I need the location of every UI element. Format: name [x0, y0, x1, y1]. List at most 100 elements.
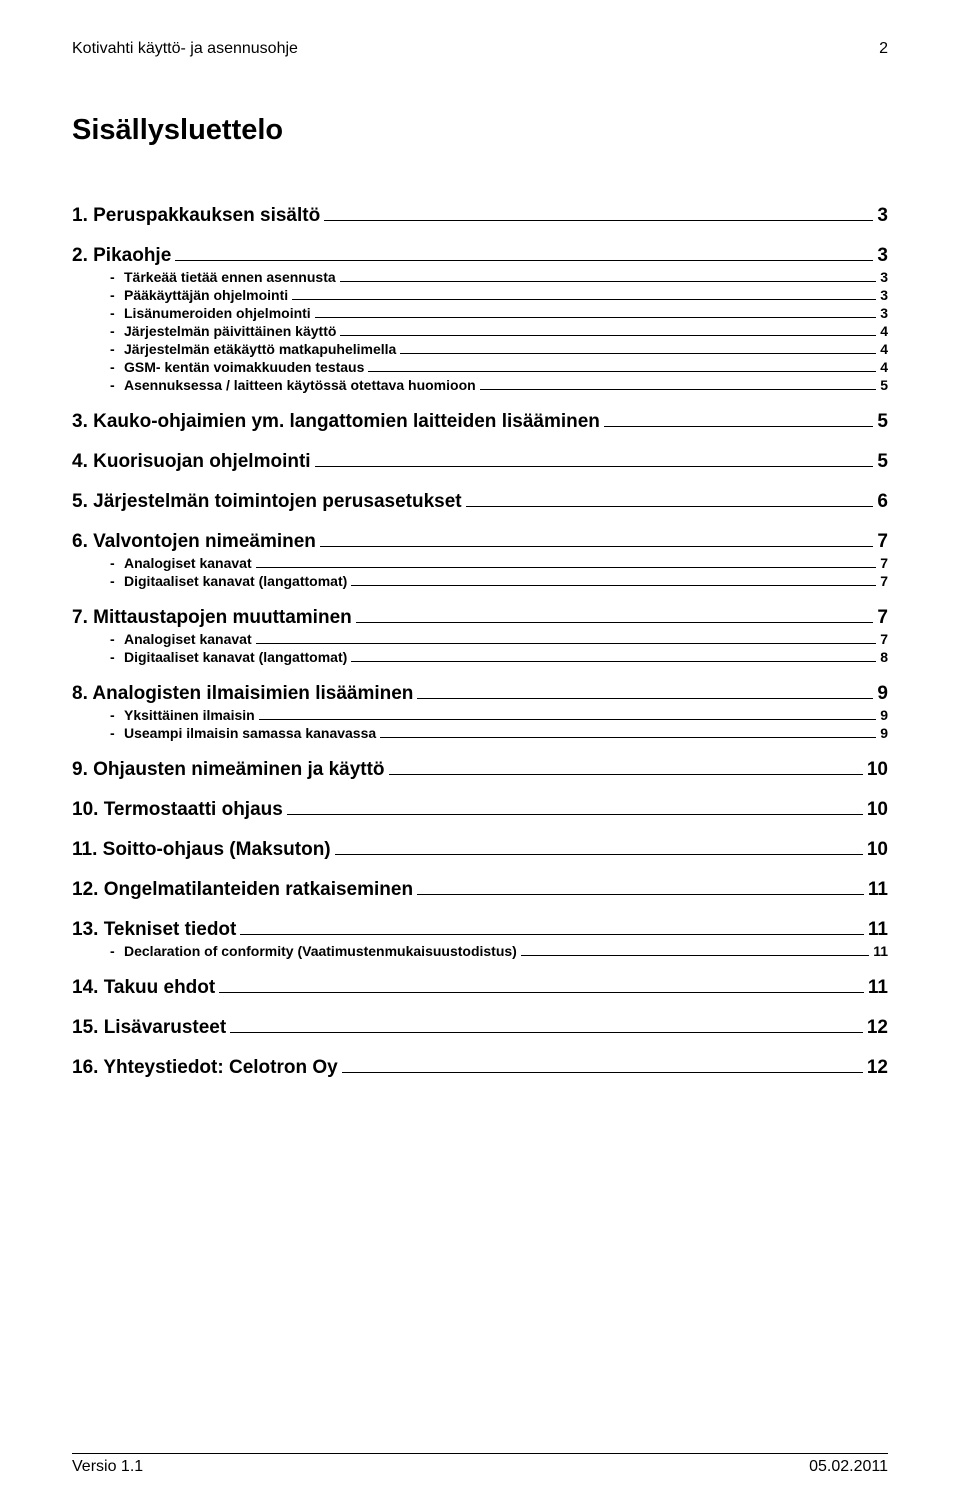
- toc-page-number: 10: [867, 799, 888, 821]
- toc-entry-level2: -Pääkäyttäjän ohjelmointi3: [72, 287, 888, 303]
- toc-entry-level1: 6. Valvontojen nimeäminen7: [72, 531, 888, 553]
- toc-page-number: 12: [867, 1017, 888, 1039]
- toc-label: GSM- kentän voimakkuuden testaus: [124, 359, 364, 375]
- page-header: Kotivahti käyttö- ja asennusohje 2: [72, 40, 888, 58]
- toc-leader: [335, 854, 863, 855]
- page-title: Sisällysluettelo: [72, 114, 888, 147]
- toc-entry-level1: 14. Takuu ehdot 11: [72, 977, 888, 999]
- toc-page-number: 3: [877, 205, 888, 227]
- toc-label: Järjestelmän päivittäinen käyttö: [124, 323, 336, 339]
- toc-bullet: -: [110, 359, 124, 375]
- toc-page-number: 5: [877, 451, 888, 473]
- page-footer: Versio 1.1 05.02.2011: [72, 1453, 888, 1476]
- toc-leader: [356, 622, 874, 623]
- toc-entry-level1: 7. Mittaustapojen muuttaminen7: [72, 607, 888, 629]
- toc-entry-level1: 11. Soitto-ohjaus (Maksuton) 10: [72, 839, 888, 861]
- toc-label: Analogiset kanavat: [124, 631, 252, 647]
- toc-entry-level2: -Digitaaliset kanavat (langattomat)8: [72, 649, 888, 665]
- toc-page-number: 3: [880, 305, 888, 321]
- toc-leader: [230, 1032, 863, 1033]
- toc-label: 12. Ongelmatilanteiden ratkaiseminen: [72, 879, 413, 901]
- toc-bullet: -: [110, 649, 124, 665]
- toc-entry-level2: -Järjestelmän päivittäinen käyttö 4: [72, 323, 888, 339]
- toc-page-number: 6: [877, 491, 888, 513]
- toc-entry-level1: 4. Kuorisuojan ohjelmointi 5: [72, 451, 888, 473]
- toc-leader: [351, 585, 876, 586]
- toc-label: Declaration of conformity (Vaatimustenmu…: [124, 943, 517, 959]
- toc-leader: [259, 719, 876, 720]
- toc-leader: [240, 934, 864, 935]
- toc-label: Analogiset kanavat: [124, 555, 252, 571]
- toc-page-number: 9: [880, 707, 888, 723]
- toc-leader: [320, 546, 874, 547]
- toc-entry-level1: 2. Pikaohje3: [72, 245, 888, 267]
- toc-entry-level1: 5. Järjestelmän toimintojen perusasetuks…: [72, 491, 888, 513]
- toc-label: Digitaaliset kanavat (langattomat): [124, 573, 347, 589]
- toc-page-number: 11: [868, 977, 888, 999]
- toc-entry-level1: 9. Ohjausten nimeäminen ja käyttö10: [72, 759, 888, 781]
- toc-entry-level2: -Yksittäinen ilmaisin 9: [72, 707, 888, 723]
- toc-bullet: -: [110, 725, 124, 741]
- toc-label: 10. Termostaatti ohjaus: [72, 799, 283, 821]
- toc-page-number: 5: [880, 377, 888, 393]
- toc-entry-level2: -Asennuksessa / laitteen käytössä otetta…: [72, 377, 888, 393]
- toc-leader: [389, 774, 863, 775]
- toc-label: 4. Kuorisuojan ohjelmointi: [72, 451, 311, 473]
- toc-label: Lisänumeroiden ohjelmointi: [124, 305, 311, 321]
- toc-leader: [417, 698, 873, 699]
- toc-leader: [340, 335, 876, 336]
- toc-label: 11. Soitto-ohjaus (Maksuton): [72, 839, 331, 861]
- toc-leader: [400, 353, 876, 354]
- toc-page-number: 12: [867, 1057, 888, 1079]
- toc-entry-level2: -Analogiset kanavat7: [72, 631, 888, 647]
- toc-label: Yksittäinen ilmaisin: [124, 707, 255, 723]
- toc-bullet: -: [110, 707, 124, 723]
- toc-bullet: -: [110, 323, 124, 339]
- toc-label: 15. Lisävarusteet: [72, 1017, 226, 1039]
- toc-entry-level2: -Declaration of conformity (Vaatimustenm…: [72, 943, 888, 959]
- toc-page-number: 4: [880, 341, 888, 357]
- toc-leader: [324, 220, 873, 221]
- toc-leader: [380, 737, 876, 738]
- toc-leader: [417, 894, 864, 895]
- toc-bullet: -: [110, 269, 124, 285]
- toc-entry-level2: -Tärkeää tietää ennen asennusta3: [72, 269, 888, 285]
- toc-label: 14. Takuu ehdot: [72, 977, 215, 999]
- toc-label: 13. Tekniset tiedot: [72, 919, 236, 941]
- toc-leader: [466, 506, 874, 507]
- toc-entry-level1: 16. Yhteystiedot: Celotron Oy 12: [72, 1057, 888, 1079]
- toc-bullet: -: [110, 555, 124, 571]
- page: Kotivahti käyttö- ja asennusohje 2 Sisäl…: [0, 0, 960, 1512]
- toc-page-number: 3: [880, 287, 888, 303]
- toc-leader: [521, 955, 869, 956]
- toc-leader: [342, 1072, 863, 1073]
- toc-entry-level1: 1. Peruspakkauksen sisältö 3: [72, 205, 888, 227]
- toc-entry-level1: 12. Ongelmatilanteiden ratkaiseminen 11: [72, 879, 888, 901]
- toc-page-number: 10: [867, 839, 888, 861]
- toc-page-number: 11: [868, 879, 888, 901]
- toc-label: 3. Kauko-ohjaimien ym. langattomien lait…: [72, 411, 600, 433]
- header-page-number: 2: [879, 40, 888, 58]
- toc-page-number: 11: [868, 919, 888, 941]
- toc-page-number: 9: [880, 725, 888, 741]
- toc-entry-level2: -Digitaaliset kanavat (langattomat)7: [72, 573, 888, 589]
- toc-page-number: 4: [880, 323, 888, 339]
- toc-entry-level1: 8. Analogisten ilmaisimien lisääminen9: [72, 683, 888, 705]
- toc-entry-level1: 13. Tekniset tiedot 11: [72, 919, 888, 941]
- toc-entry-level1: 10. Termostaatti ohjaus 10: [72, 799, 888, 821]
- table-of-contents: 1. Peruspakkauksen sisältö32. Pikaohje3-…: [72, 187, 888, 1433]
- toc-leader: [480, 389, 877, 390]
- toc-entry-level2: -Järjestelmän etäkäyttö matkapuhelimella…: [72, 341, 888, 357]
- toc-leader: [315, 466, 874, 467]
- toc-label: 16. Yhteystiedot: Celotron Oy: [72, 1057, 338, 1079]
- toc-bullet: -: [110, 631, 124, 647]
- toc-page-number: 3: [877, 245, 888, 267]
- toc-bullet: -: [110, 305, 124, 321]
- toc-bullet: -: [110, 377, 124, 393]
- toc-label: Järjestelmän etäkäyttö matkapuhelimella: [124, 341, 396, 357]
- toc-label: 1. Peruspakkauksen sisältö: [72, 205, 320, 227]
- toc-page-number: 5: [877, 411, 888, 433]
- toc-page-number: 7: [880, 573, 888, 589]
- toc-label: 5. Järjestelmän toimintojen perusasetuks…: [72, 491, 462, 513]
- toc-label: Useampi ilmaisin samassa kanavassa: [124, 725, 376, 741]
